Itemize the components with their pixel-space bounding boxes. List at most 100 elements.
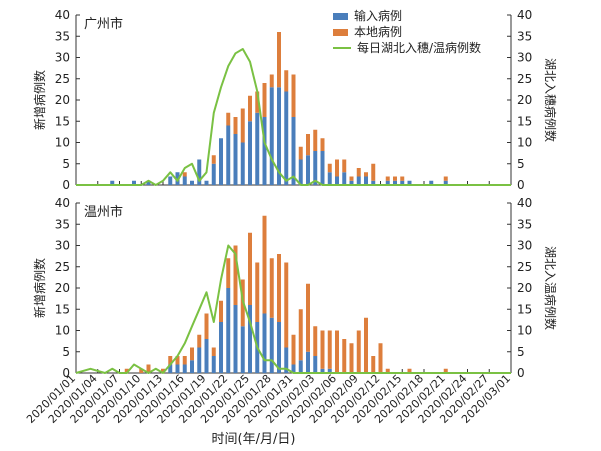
bar-local: [277, 32, 281, 88]
bar-local: [443, 176, 448, 181]
legend-swatch-hubei: [333, 47, 351, 49]
bar-local: [262, 215, 267, 314]
bar-imported: [393, 180, 397, 185]
hubei-line: [75, 244, 511, 374]
chart-panel-2: 0 0 5 5 10 10 15 15 20 20 25 25 30 30 35 35 40 40 温州市新增病例数…: [32, 196, 558, 380]
bar-local: [298, 309, 303, 361]
bar-local: [393, 176, 397, 181]
bar-imported: [277, 87, 281, 185]
bar-imported: [277, 322, 281, 373]
bar-local: [139, 368, 144, 373]
bar-imported: [371, 180, 376, 185]
legend-item-imported: 输入病例: [333, 8, 481, 24]
y-tick-label-right: 25: [517, 260, 532, 274]
bar-local: [284, 70, 289, 92]
legend-label-local: 本地病例: [354, 25, 403, 39]
y-tick-label-right: 10: [517, 136, 532, 150]
bar-local: [211, 155, 216, 164]
bar-imported: [269, 317, 274, 373]
y-tick-label-left: 20: [55, 93, 70, 107]
bar-local: [356, 330, 361, 373]
bar-imported: [298, 159, 303, 185]
bar-imported: [248, 305, 252, 373]
y-tick-label-left: 25: [55, 72, 70, 86]
bar-local: [342, 339, 347, 373]
bar-imported: [255, 112, 260, 185]
y-tick-label-left: 0: [62, 366, 70, 380]
bar-local: [371, 163, 376, 181]
y-tick-label-right: 20: [517, 281, 532, 295]
bar-imported: [211, 356, 216, 373]
bar-local: [385, 176, 390, 181]
bar-imported: [320, 368, 325, 373]
bar-imported: [262, 313, 267, 373]
bar-local: [262, 83, 267, 117]
bar-local: [320, 330, 325, 369]
bar-local: [291, 334, 296, 365]
bar-local: [284, 262, 289, 348]
bar-imported: [429, 180, 434, 185]
bar-local: [248, 95, 252, 122]
y-tick-label-right: 0: [517, 178, 525, 192]
bar-local: [327, 330, 332, 369]
chart-panel-1: 0 0 5 5 10 10 15 15 20 20 25 25 30 30 35 35 40 40 广州市新增病例数…: [32, 8, 558, 192]
y-axis-title-left: 新增病例数: [32, 70, 47, 130]
y-tick-label-right: 30: [517, 51, 532, 65]
y-tick-label-right: 30: [517, 239, 532, 253]
y-tick-label-right: 15: [517, 302, 532, 316]
legend-label-imported: 输入病例: [354, 9, 403, 23]
bar-local: [269, 74, 274, 88]
bar-imported: [284, 347, 289, 373]
bar-imported: [306, 351, 310, 373]
y-tick-label-left: 10: [55, 324, 70, 338]
bar-local: [306, 283, 310, 352]
bar-local: [197, 334, 202, 348]
bar-imported: [269, 87, 274, 185]
y-tick-label-left: 20: [55, 281, 70, 295]
y-tick-label-left: 25: [55, 260, 70, 274]
y-tick-label-left: 5: [62, 157, 70, 171]
legend-swatch-imported: [333, 12, 348, 20]
bar-local: [349, 176, 354, 181]
bar-local: [182, 356, 187, 365]
bar-local: [385, 368, 390, 373]
bar-imported: [407, 180, 412, 185]
bar-local: [298, 146, 303, 160]
y-tick-label-left: 35: [55, 29, 70, 43]
legend-item-local: 本地病例: [333, 24, 481, 40]
bar-imported: [168, 364, 173, 373]
bar-imported: [385, 180, 390, 185]
bar-imported: [400, 180, 405, 185]
x-axis-title: 时间(年/月/日): [212, 432, 296, 447]
bar-local: [313, 129, 318, 151]
bar-imported: [226, 288, 231, 373]
y-tick-label-right: 10: [517, 324, 532, 338]
hubei-line: [76, 48, 511, 186]
y-tick-label-right: 35: [517, 29, 532, 43]
bar-local: [269, 258, 274, 318]
bar-local: [175, 356, 180, 365]
bar-imported: [204, 339, 209, 373]
bar-imported: [342, 172, 347, 185]
bar-local: [407, 368, 412, 373]
y-tick-label-right: 40: [517, 196, 532, 210]
bar-imported: [233, 134, 238, 185]
bar-local: [327, 163, 332, 173]
bar-imported: [219, 322, 223, 373]
y-tick-label-right: 25: [517, 72, 532, 86]
bar-local: [161, 368, 165, 373]
legend-label-hubei: 每日湖北入穗/温病例数: [357, 41, 482, 55]
y-tick-label-right: 0: [517, 366, 525, 380]
bar-local: [320, 138, 325, 151]
bar-local: [291, 74, 296, 117]
bar-imported: [240, 142, 245, 185]
y-tick-label-left: 40: [55, 196, 70, 210]
bar-local: [226, 258, 231, 288]
y-tick-label-left: 10: [55, 136, 70, 150]
bar-imported: [204, 180, 209, 185]
bar-local: [233, 245, 238, 305]
bar-imported: [291, 364, 296, 373]
y-tick-label-left: 30: [55, 51, 70, 65]
